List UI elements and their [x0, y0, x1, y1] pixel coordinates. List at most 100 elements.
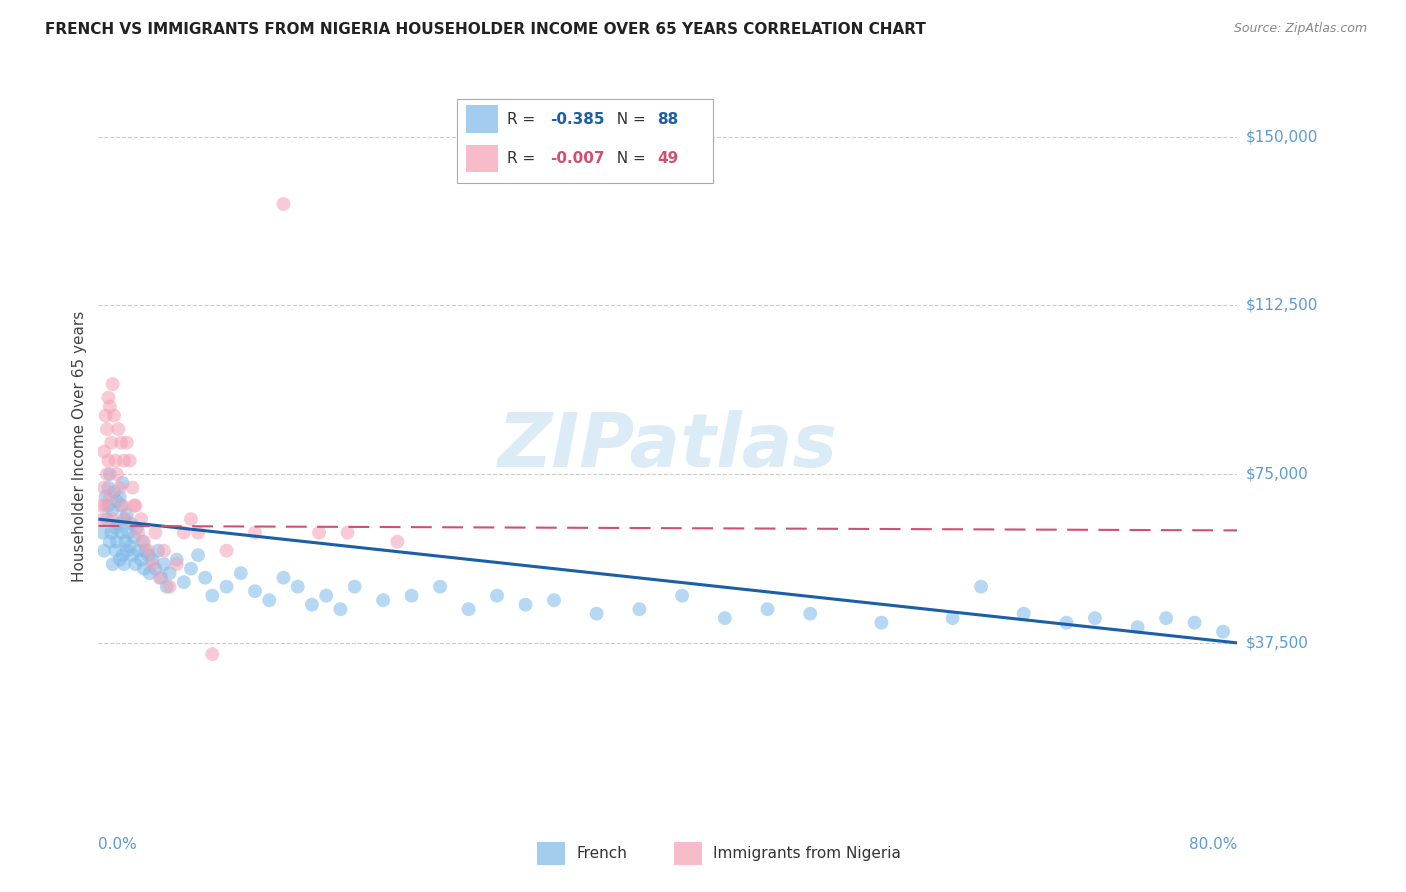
Point: [134, 543, 156, 558]
Point: [91, 525, 114, 540]
Point: [148, 543, 170, 558]
Point: [104, 453, 127, 467]
FancyBboxPatch shape: [673, 842, 702, 865]
Point: [96, 467, 118, 482]
Point: [132, 534, 155, 549]
Text: $37,500: $37,500: [1246, 635, 1309, 650]
Point: [131, 534, 153, 549]
Point: [180, 512, 202, 526]
Point: [91, 512, 114, 526]
Point: [229, 566, 252, 581]
Point: [215, 543, 238, 558]
Point: [97, 453, 120, 467]
Point: [105, 534, 128, 549]
Point: [101, 503, 124, 517]
Text: R =: R =: [508, 112, 540, 127]
FancyBboxPatch shape: [467, 105, 498, 133]
Text: ZIPatlas: ZIPatlas: [498, 409, 838, 483]
Point: [111, 548, 134, 562]
Point: [970, 580, 993, 594]
Point: [115, 508, 138, 522]
Point: [93, 481, 115, 495]
Point: [153, 557, 176, 571]
Text: -0.385: -0.385: [551, 112, 605, 127]
Point: [125, 521, 148, 535]
Point: [149, 571, 172, 585]
Point: [259, 593, 281, 607]
Point: [315, 589, 337, 603]
Text: 88: 88: [658, 112, 679, 127]
Point: [94, 499, 117, 513]
Point: [308, 525, 330, 540]
Text: R =: R =: [508, 151, 540, 166]
Point: [166, 557, 188, 571]
Point: [110, 525, 132, 540]
Point: [94, 409, 117, 423]
Point: [714, 611, 737, 625]
Point: [112, 453, 135, 467]
Point: [98, 467, 121, 482]
Point: [105, 467, 128, 482]
Point: [671, 589, 693, 603]
Point: [1012, 607, 1035, 621]
Point: [103, 485, 125, 500]
Point: [115, 435, 138, 450]
Point: [243, 525, 266, 540]
Point: [100, 525, 122, 540]
Point: [1154, 611, 1177, 625]
Point: [515, 598, 537, 612]
Point: [166, 552, 188, 566]
Point: [103, 409, 125, 423]
Point: [122, 530, 145, 544]
Point: [93, 543, 115, 558]
Text: 0.0%: 0.0%: [98, 837, 138, 852]
Point: [124, 557, 146, 571]
Text: N =: N =: [607, 112, 651, 127]
Point: [115, 543, 138, 558]
Text: 49: 49: [658, 151, 679, 166]
Point: [201, 589, 224, 603]
Point: [138, 566, 160, 581]
Point: [287, 580, 309, 594]
Point: [373, 593, 395, 607]
Y-axis label: Householder Income Over 65 years: Householder Income Over 65 years: [72, 310, 87, 582]
Point: [114, 512, 136, 526]
Point: [1126, 620, 1149, 634]
Point: [159, 580, 181, 594]
Point: [150, 571, 173, 585]
Point: [90, 499, 112, 513]
Point: [121, 548, 143, 562]
Point: [101, 512, 124, 526]
Point: [173, 525, 195, 540]
Point: [108, 490, 131, 504]
Text: FRENCH VS IMMIGRANTS FROM NIGERIA HOUSEHOLDER INCOME OVER 65 YEARS CORRELATION C: FRENCH VS IMMIGRANTS FROM NIGERIA HOUSEH…: [45, 22, 927, 37]
Point: [97, 499, 120, 513]
Point: [180, 562, 202, 576]
Point: [756, 602, 779, 616]
Point: [96, 422, 118, 436]
Point: [110, 435, 132, 450]
Point: [145, 562, 167, 576]
Point: [273, 571, 295, 585]
Point: [120, 516, 142, 531]
Point: [1056, 615, 1078, 630]
Point: [942, 611, 965, 625]
Point: [136, 543, 159, 558]
Point: [799, 607, 821, 621]
Point: [136, 548, 159, 562]
Point: [107, 422, 129, 436]
Point: [124, 499, 146, 513]
Point: [112, 512, 135, 526]
Point: [194, 571, 217, 585]
Point: [101, 377, 124, 392]
Point: [329, 602, 352, 616]
Point: [104, 543, 127, 558]
Point: [543, 593, 565, 607]
Point: [107, 516, 129, 531]
Point: [117, 525, 139, 540]
Point: [201, 647, 224, 661]
Text: $75,000: $75,000: [1246, 467, 1309, 482]
Point: [1184, 615, 1206, 630]
Point: [108, 481, 131, 495]
Point: [486, 589, 509, 603]
